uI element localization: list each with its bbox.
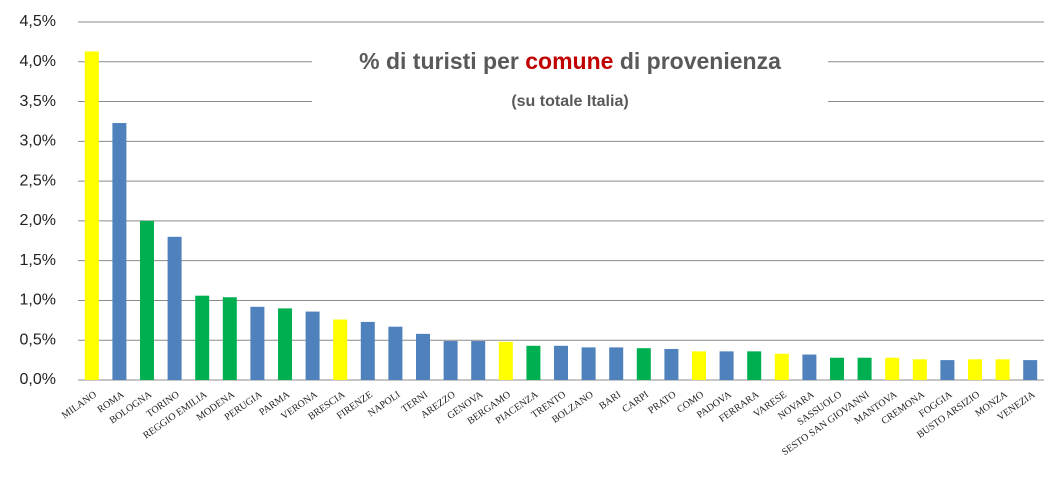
bar	[471, 341, 486, 380]
y-tick-label: 3,0%	[20, 133, 56, 150]
bars	[84, 51, 1038, 381]
bar	[747, 351, 762, 380]
bar	[526, 345, 541, 380]
bar	[719, 351, 734, 380]
bar	[636, 348, 651, 380]
y-tick-label: 1,0%	[20, 292, 56, 309]
bar	[802, 354, 817, 380]
bar	[333, 319, 348, 380]
bar	[857, 357, 872, 380]
x-tick-label: MILANO	[60, 389, 99, 421]
bar	[885, 357, 900, 380]
bar	[195, 295, 210, 380]
bar	[1023, 360, 1038, 380]
bar	[554, 345, 568, 380]
bar	[692, 351, 706, 380]
chart-title: % di turisti per comune di provenienza	[359, 48, 781, 74]
bar	[250, 306, 265, 380]
bar	[940, 360, 955, 380]
title-box	[312, 42, 828, 118]
bar	[664, 348, 679, 380]
x-tick-label: PRATO	[646, 389, 678, 416]
x-tick-label: BARI	[597, 389, 623, 412]
bar	[774, 353, 789, 380]
bar	[830, 357, 844, 380]
y-tick-label: 1,5%	[20, 252, 56, 269]
bar	[305, 311, 320, 380]
bar	[968, 359, 982, 380]
y-tick-label: 2,0%	[20, 212, 56, 229]
chart-subtitle: (su totale Italia)	[511, 93, 628, 110]
bar	[609, 347, 624, 380]
x-tick-label: CARPI	[620, 389, 650, 415]
y-tick-label: 2,5%	[20, 172, 56, 189]
bar	[443, 341, 458, 380]
title-part: comune	[525, 48, 613, 74]
bar	[278, 308, 292, 380]
y-tick-label: 0,0%	[20, 371, 56, 388]
bar	[84, 51, 99, 381]
bar	[995, 359, 1010, 380]
bar	[581, 347, 596, 380]
bar	[498, 341, 513, 380]
title-part: di provenienza	[620, 48, 781, 74]
y-tick-label: 3,5%	[20, 93, 56, 110]
y-tick-label: 0,5%	[20, 331, 56, 348]
bar	[112, 123, 127, 380]
bar	[167, 236, 182, 380]
bar	[140, 220, 154, 380]
bar	[388, 326, 403, 380]
bar	[222, 297, 237, 380]
y-tick-label: 4,5%	[20, 13, 56, 30]
bar	[416, 333, 430, 380]
bar	[360, 321, 375, 380]
bar	[912, 359, 927, 380]
y-tick-label: 4,0%	[20, 53, 56, 70]
title-part: % di turisti per	[359, 48, 519, 74]
